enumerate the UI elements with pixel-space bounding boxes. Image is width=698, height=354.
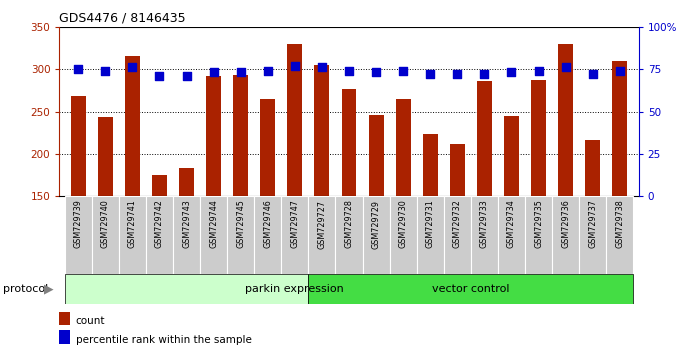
Text: GSM729740: GSM729740 [101,200,110,249]
Bar [65,196,92,274]
Bar [119,196,146,274]
Point [289,63,300,68]
Text: vector control: vector control [432,284,510,295]
Text: percentile rank within the sample: percentile rank within the sample [75,335,251,345]
Bar [606,196,633,274]
Bar [525,196,552,274]
Bar [369,115,383,196]
Point [127,64,138,70]
Text: protocol: protocol [3,284,49,295]
Bar [477,81,492,196]
Bar [612,61,628,196]
Point [316,64,327,70]
Bar [579,196,606,274]
Bar [281,196,309,274]
Bar [309,274,633,304]
Text: GSM729745: GSM729745 [236,200,245,249]
Text: GSM729735: GSM729735 [534,200,543,249]
Bar [389,196,417,274]
Point [73,66,84,72]
Text: GSM729743: GSM729743 [182,200,191,249]
Text: GSM729728: GSM729728 [345,200,353,249]
Bar [552,196,579,274]
Text: GSM729739: GSM729739 [74,200,83,249]
Text: count: count [75,316,105,326]
Point [235,70,246,75]
Point [154,73,165,79]
Text: GSM729730: GSM729730 [399,200,408,249]
Bar [70,96,86,196]
Text: GSM729734: GSM729734 [507,200,516,249]
Bar [152,175,167,196]
Bar [315,65,329,196]
Bar [309,196,336,274]
Bar [531,80,546,196]
Bar [362,196,389,274]
Bar [585,141,600,196]
Bar [98,116,113,196]
Point [208,70,219,75]
Bar [206,76,221,196]
Bar [444,196,471,274]
Point [343,68,355,74]
Bar [417,196,444,274]
Point [452,71,463,77]
Point [560,64,571,70]
Bar [558,44,573,196]
Text: GDS4476 / 8146435: GDS4476 / 8146435 [59,12,186,25]
Bar [65,274,309,304]
Text: GSM729732: GSM729732 [453,200,462,249]
Text: GSM729733: GSM729733 [480,200,489,249]
Bar [288,44,302,196]
Point [100,68,111,74]
Point [371,70,382,75]
Text: ▶: ▶ [44,283,54,296]
Point [181,73,192,79]
Text: GSM729737: GSM729737 [588,200,597,249]
Bar [423,133,438,196]
Point [424,71,436,77]
Point [587,71,598,77]
Bar [146,196,173,274]
Text: GSM729738: GSM729738 [615,200,624,249]
Point [479,71,490,77]
Bar [92,196,119,274]
Bar [396,99,410,196]
Point [614,68,625,74]
Bar [233,75,248,196]
Point [262,68,274,74]
Bar [336,196,362,274]
Text: parkin expression: parkin expression [246,284,344,295]
Bar [227,196,254,274]
Bar [179,167,194,196]
Bar [450,144,465,196]
Point [533,68,544,74]
Bar [260,99,275,196]
Bar [471,196,498,274]
Bar [254,196,281,274]
Text: GSM729741: GSM729741 [128,200,137,249]
Point [506,70,517,75]
Bar [125,56,140,196]
Bar [200,196,227,274]
Text: GSM729744: GSM729744 [209,200,218,249]
Text: GSM729742: GSM729742 [155,200,164,249]
Text: GSM729736: GSM729736 [561,200,570,249]
Text: GSM729746: GSM729746 [263,200,272,249]
Bar [173,196,200,274]
Bar [504,116,519,196]
Text: GSM729731: GSM729731 [426,200,435,249]
Bar [498,196,525,274]
Bar [341,88,357,196]
Bar [59,312,70,325]
Text: GSM729747: GSM729747 [290,200,299,249]
Text: GSM729727: GSM729727 [318,200,327,249]
Text: GSM729729: GSM729729 [371,200,380,249]
Bar [59,330,70,343]
Point [398,68,409,74]
